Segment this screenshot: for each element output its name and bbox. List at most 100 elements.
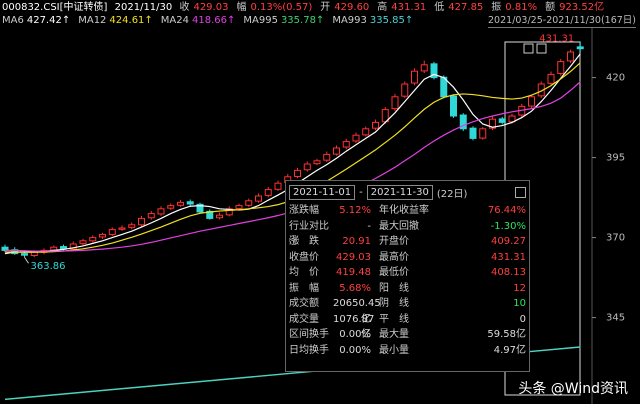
candle-body: [216, 214, 223, 219]
candle-body: [528, 96, 535, 107]
candle-body: [372, 121, 379, 129]
low-pointer: [24, 256, 29, 264]
candle-body: [177, 201, 184, 206]
legend-name: MA12: [78, 15, 107, 26]
stat-value: 20.91: [342, 236, 371, 247]
quote-label: 高: [377, 2, 388, 13]
candle-body: [459, 114, 467, 130]
legend-item: MA6 427.42↑: [2, 15, 74, 26]
candle-body: [313, 160, 321, 165]
stat-value: 0.00%: [339, 329, 371, 340]
date-range[interactable]: 2021/03/25-2021/11/30(167日): [488, 15, 636, 28]
candle-body: [362, 128, 370, 136]
stat-value: 408.13: [491, 267, 526, 278]
candle-body: [167, 205, 175, 209]
stat-label: 日均换手: [289, 344, 329, 356]
candle-body: [303, 163, 311, 171]
panel-rows: 涨跌幅 5.12% 年化收益率 76.44% 行业对比 ⓘ - 最大回撤 -1.30% 涨 跌 2…: [286, 203, 529, 358]
quote-value: 0.81%: [505, 2, 538, 13]
candle-body: [147, 213, 155, 219]
stat-value: 431.31: [491, 251, 526, 263]
low-label: 363.86: [31, 261, 66, 272]
candle-body: [567, 51, 574, 62]
stat-label: 开盘价: [379, 236, 409, 247]
stat-label: 区间换手: [289, 329, 329, 340]
panel-row: 涨 跌 20.91 开盘价 409.27: [286, 234, 529, 250]
panel-row: 日均换手 0.00% 最小量 4.97亿: [286, 343, 529, 359]
candle-body: [89, 237, 97, 242]
panel-row: 成交量 1076.87亿平 线 0: [286, 312, 529, 341]
legend-name: MA6: [2, 15, 24, 26]
quote-value: 427.85: [448, 2, 484, 13]
candle-body: [333, 147, 340, 155]
candle-body: [352, 134, 360, 142]
candle-body: [108, 229, 116, 235]
code: 000832.CSI[中证转债]: [2, 2, 108, 13]
panel-row: 行业对比 ⓘ - 最大回撤 -1.30%: [286, 219, 529, 248]
panel-row: 区间换手 0.00% 最大量 59.58亿: [286, 327, 529, 343]
stat-label: 成交量: [289, 313, 319, 325]
legend-value: 335.85↑: [369, 15, 414, 26]
candle-body: [99, 233, 106, 238]
legend-item: MA24 418.66↑: [161, 15, 240, 26]
stat-label: 振 幅: [289, 282, 319, 294]
legend-name: MA993: [332, 15, 367, 26]
quote-value: 431.31: [391, 2, 427, 13]
candle-body: [225, 208, 233, 216]
stat-label: 年化收益率: [379, 205, 429, 216]
legend-item: MA993 335.85↑: [332, 15, 417, 26]
y-tick-label: 370: [606, 233, 625, 244]
candle-body: [450, 95, 457, 117]
zoom-icon[interactable]: [536, 43, 547, 54]
stat-label: 涨 跌: [289, 236, 319, 247]
candle-body: [576, 46, 584, 50]
stat-value: 429.03: [336, 251, 371, 263]
candle-body: [342, 141, 350, 148]
stat-value: -1.30%: [490, 220, 526, 232]
stat-value: 20650.45亿: [333, 298, 381, 325]
stat-label: 均 价: [289, 267, 319, 278]
stat-value: 5.12%: [339, 205, 371, 216]
panel-row: 振 幅 5.68% 阳 线 12: [286, 281, 529, 297]
quote-label: 低: [434, 2, 445, 13]
stat-value: -: [367, 220, 371, 232]
stat-value: 1076.87亿: [333, 313, 375, 341]
quote-item: 开 429.60: [320, 2, 373, 13]
close-button[interactable]: [515, 186, 526, 198]
legend-value: 418.66↑: [192, 15, 236, 26]
candle-body: [196, 203, 204, 213]
day-count: (22日): [436, 188, 468, 200]
panel-header: 2021-11-01 - 2021-11-30 (22日): [286, 181, 529, 203]
stat-value: 0.00%: [339, 344, 371, 356]
quote-label: 振: [491, 2, 502, 13]
dash: -: [359, 186, 363, 198]
stat-value: 419.48: [336, 267, 371, 278]
stat-value: 0: [519, 313, 526, 325]
quote-item: 额 923.52亿: [545, 2, 608, 13]
quote-item: 低 427.85: [434, 2, 487, 13]
candle-body: [391, 96, 399, 110]
y-tick-label: 395: [606, 153, 625, 164]
candle-body: [323, 153, 331, 161]
legend-name: MA995: [243, 15, 278, 26]
stat-value: 59.58亿: [487, 329, 526, 340]
quote-value: 429.03: [193, 2, 229, 13]
start-date[interactable]: 2021-11-01: [289, 184, 356, 200]
candle-body: [411, 70, 418, 84]
select-icon[interactable]: [523, 43, 534, 54]
high-label: 431.31: [539, 33, 574, 44]
candle-body: [274, 182, 282, 190]
candle-body: [245, 200, 253, 206]
quote-label: 幅: [236, 2, 247, 13]
legend-name: MA24: [160, 15, 189, 26]
stat-label: 最小量: [379, 344, 409, 356]
candle-body: [547, 73, 555, 84]
stat-label: 最大回撤: [379, 220, 419, 232]
stat-label: 最低价: [379, 267, 409, 278]
candle-body: [430, 63, 438, 79]
stat-label: 成交额: [289, 298, 319, 309]
end-date[interactable]: 2021-11-30: [366, 184, 433, 200]
candle-body: [118, 227, 126, 230]
stat-label: 平 线: [379, 313, 409, 325]
stat-value: 12: [513, 282, 526, 294]
